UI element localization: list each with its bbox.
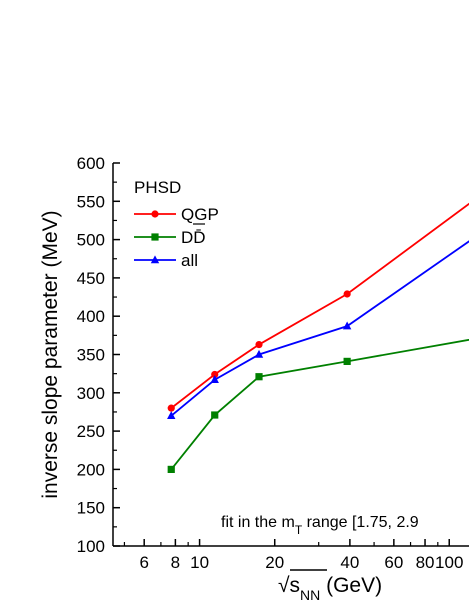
y-tick-label: 300 <box>77 384 105 403</box>
legend-label: QGP <box>181 205 219 224</box>
data-point <box>254 349 264 358</box>
legend-label: all <box>181 251 198 270</box>
y-tick-label: 600 <box>77 154 105 173</box>
series-layer <box>167 202 469 473</box>
x-tick-label: 100 <box>435 553 463 572</box>
data-point <box>211 411 219 419</box>
y-tick-label: 500 <box>77 231 105 250</box>
y-tick-label: 200 <box>77 460 105 479</box>
x-tick-label: 40 <box>340 553 359 572</box>
data-point <box>342 321 352 330</box>
data-point <box>211 370 219 379</box>
data-point <box>167 404 175 412</box>
y-tick-label: 550 <box>77 192 105 211</box>
data-point <box>343 290 351 298</box>
x-axis-title: √sNN (GeV) <box>278 569 382 603</box>
data-point <box>343 357 351 365</box>
series-0 <box>167 202 469 412</box>
legend-title: PHSD <box>134 178 181 197</box>
x-tick-label: 20 <box>265 553 284 572</box>
y-tick-label: 400 <box>77 307 105 326</box>
x-tick-label: 80 <box>416 553 435 572</box>
x-tick-label: 8 <box>171 553 180 572</box>
x-tick-label: 10 <box>190 553 209 572</box>
fit-range-annotation: fit in the mT range [1.75, 2.9 <box>221 514 419 537</box>
y-tick-label: 150 <box>77 499 105 518</box>
data-point <box>255 373 263 381</box>
legend-swatch-marker <box>150 255 160 264</box>
series-2 <box>167 240 469 419</box>
y-tick-label: 250 <box>77 422 105 441</box>
y-axis-title: inverse slope parameter (MeV) <box>39 210 62 498</box>
x-tick-label: 6 <box>139 553 148 572</box>
x-axis-title-text: √sNN (GeV) <box>278 574 382 603</box>
data-point <box>167 411 176 419</box>
y-tick-label: 350 <box>77 346 105 365</box>
y-tick-label: 100 <box>77 537 105 556</box>
x-tick-label: 60 <box>384 553 403 572</box>
data-point <box>167 465 175 473</box>
data-point <box>210 375 219 383</box>
data-point <box>255 340 263 349</box>
y-tick-label: 450 <box>77 269 105 288</box>
legend-swatch-marker <box>151 233 159 241</box>
series-1 <box>167 338 469 473</box>
axes: 100 150 200 250 300 350 400 450 500 550 600 6 8 10 20 4… <box>39 154 469 603</box>
legend-swatch-marker <box>151 210 159 218</box>
legend-label: DD̄ <box>181 228 206 247</box>
